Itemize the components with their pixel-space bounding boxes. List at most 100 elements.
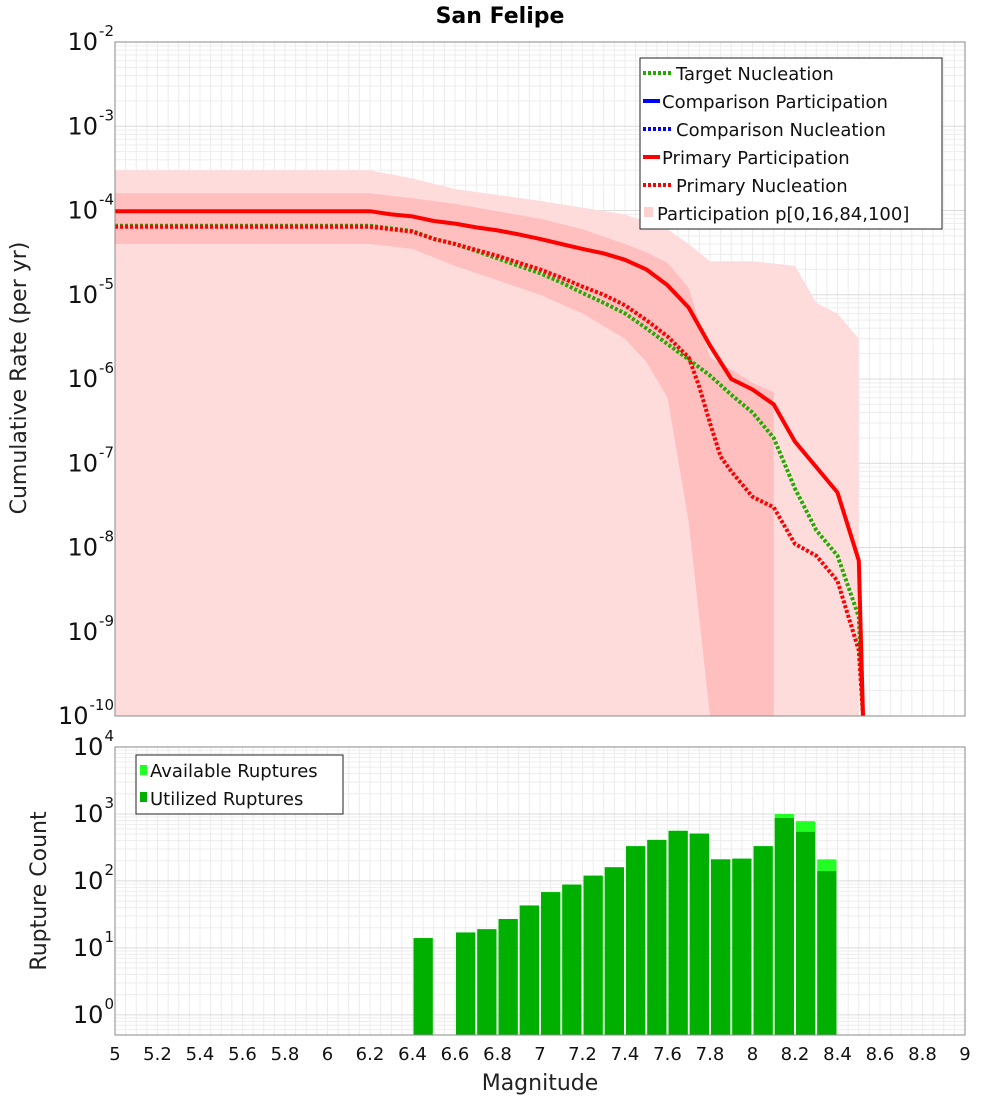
- legend-label-comparison-nucleation: Comparison Nucleation: [676, 120, 886, 141]
- x-tick-labels: 5 5.2 5.4 5.6 5.8 6 6.2 6.4 6.6 6.8 7 7.2 7.4 7.6 7.8 8…: [109, 1044, 970, 1065]
- x-tick-label: 5.6: [228, 1044, 257, 1065]
- top-y-ticks: 10-210-310-410-510-610-710-810-910-10: [58, 22, 114, 730]
- top-y-tick: 10 -10: [58, 696, 114, 730]
- legend-label-target-nucleation: Target Nucleation: [675, 64, 834, 85]
- bottom-y-tick-exponent: 4: [104, 727, 114, 745]
- bottom-y-tick-exponent: 0: [104, 995, 114, 1013]
- rupture-count-bars: [413, 813, 837, 1035]
- legend-label-primary-participation: Primary Participation: [662, 148, 850, 169]
- top-y-tick-exponent: -6: [99, 359, 114, 377]
- bar-utilized-ruptures: [753, 846, 773, 1035]
- participation-bands: [115, 170, 859, 717]
- top-plot-frame: [114, 41, 966, 717]
- x-tick-label: 8.2: [781, 1044, 810, 1065]
- x-tick-label: 6: [322, 1044, 333, 1065]
- top-y-tick-base: 10: [67, 618, 98, 646]
- top-series-lines: [115, 209, 865, 717]
- bottom-legend-box: [135, 754, 344, 815]
- top-y-tick-exponent: -8: [99, 528, 114, 546]
- top-y-tick-base: 10: [67, 365, 98, 393]
- top-y-tick-base: 10: [58, 702, 89, 730]
- x-tick-label: 7.8: [696, 1044, 725, 1065]
- bottom-y-tick: 10 3: [73, 794, 114, 828]
- x-tick-label: 6.2: [356, 1044, 385, 1065]
- bottom-y-tick-exponent: 1: [104, 928, 114, 946]
- x-tick-label: 6.6: [441, 1044, 470, 1065]
- chart-title: San Felipe: [436, 4, 565, 29]
- top-y-tick-exponent: -7: [99, 443, 114, 461]
- bar-utilized-ruptures: [477, 929, 497, 1035]
- bar-utilized-ruptures: [456, 932, 476, 1035]
- bar-utilized-ruptures: [817, 871, 837, 1035]
- top-y-tick: 10 -8: [67, 528, 114, 562]
- legend-label-utilized-ruptures: Utilized Ruptures: [150, 789, 303, 810]
- x-tick-label: 5.8: [271, 1044, 300, 1065]
- bottom-legend: Available Ruptures Utilized Ruptures: [135, 754, 344, 815]
- x-tick-label: 7: [534, 1044, 545, 1065]
- top-y-tick: 10 -6: [67, 359, 114, 393]
- bar-utilized-ruptures: [541, 892, 561, 1035]
- legend-label-available-ruptures: Available Ruptures: [150, 761, 318, 782]
- participation-band-inner: [115, 193, 774, 717]
- top-y-tick-exponent: -5: [99, 275, 114, 293]
- top-y-tick-base: 10: [67, 197, 98, 225]
- bar-utilized-ruptures: [647, 839, 667, 1035]
- legend-swatch-available-ruptures: [140, 765, 147, 775]
- bar-utilized-ruptures: [668, 830, 688, 1035]
- top-y-tick-base: 10: [67, 534, 98, 562]
- bottom-y-tick-base: 10: [73, 800, 104, 828]
- bottom-y-tick-base: 10: [73, 934, 104, 962]
- top-y-axis-label: Cumulative Rate (per yr): [7, 242, 32, 515]
- x-tick-label: 5: [109, 1044, 120, 1065]
- bottom-y-tick-base: 10: [73, 1001, 104, 1029]
- bar-utilized-ruptures: [774, 818, 794, 1035]
- x-tick-label: 9: [959, 1044, 970, 1065]
- top-y-tick: 10 -5: [67, 275, 114, 309]
- bar-utilized-ruptures: [604, 867, 624, 1035]
- x-tick-label: 8.4: [823, 1044, 852, 1065]
- top-y-tick-exponent: -4: [99, 191, 114, 209]
- bottom-y-tick-exponent: 3: [104, 794, 114, 812]
- top-y-tick-base: 10: [67, 112, 98, 140]
- x-axis-label: Magnitude: [482, 1071, 599, 1096]
- top-legend: Target Nucleation Comparison Participati…: [639, 57, 943, 230]
- legend-swatch-participation-band: [644, 207, 653, 217]
- top-y-tick: 10 -9: [67, 612, 114, 646]
- top-y-tick-base: 10: [67, 281, 98, 309]
- bar-utilized-ruptures: [413, 938, 433, 1035]
- bar-utilized-ruptures: [732, 858, 752, 1035]
- bottom-y-tick: 10 2: [73, 861, 114, 895]
- top-y-tick: 10 -7: [67, 443, 114, 477]
- x-tick-label: 7.6: [653, 1044, 682, 1065]
- bottom-y-tick: 10 4: [73, 727, 114, 761]
- x-tick-label: 6.4: [398, 1044, 427, 1065]
- top-y-tick-exponent: -3: [99, 106, 114, 124]
- legend-label-primary-nucleation: Primary Nucleation: [676, 176, 848, 197]
- x-tick-label: 8.6: [866, 1044, 895, 1065]
- x-tick-label: 7.4: [611, 1044, 640, 1065]
- top-y-tick-base: 10: [67, 449, 98, 477]
- top-y-tick: 10 -3: [67, 106, 114, 140]
- x-tick-label: 8.8: [908, 1044, 937, 1065]
- bar-utilized-ruptures: [626, 846, 646, 1035]
- top-y-tick-exponent: -9: [99, 612, 114, 630]
- bottom-y-tick: 10 1: [73, 928, 114, 962]
- top-y-tick: 10 -2: [67, 22, 114, 56]
- top-legend-box: [639, 57, 943, 230]
- bar-utilized-ruptures: [562, 884, 582, 1035]
- legend-swatch-utilized-ruptures: [140, 792, 147, 802]
- bottom-y-tick-base: 10: [73, 733, 104, 761]
- legend-label-comparison-participation: Comparison Participation: [662, 92, 888, 113]
- series-line-primary-participation: [115, 209, 865, 717]
- bar-utilized-ruptures: [689, 833, 709, 1035]
- x-tick-label: 7.2: [568, 1044, 597, 1065]
- bar-utilized-ruptures: [796, 831, 816, 1035]
- x-tick-label: 8: [747, 1044, 758, 1065]
- bottom-y-axis-label: Rupture Count: [27, 811, 52, 971]
- bottom-y-tick: 10 0: [73, 995, 114, 1029]
- bar-utilized-ruptures: [498, 918, 518, 1035]
- legend-label-participation-band: Participation p[0,16,84,100]: [657, 204, 909, 225]
- bar-utilized-ruptures: [583, 875, 603, 1035]
